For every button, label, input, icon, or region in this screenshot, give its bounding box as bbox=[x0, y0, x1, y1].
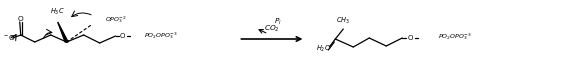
Text: $CO_2$: $CO_2$ bbox=[263, 24, 279, 34]
Text: $^-$O: $^-$O bbox=[2, 34, 16, 43]
Polygon shape bbox=[57, 22, 68, 42]
Text: $PO_2OPO_3^{-3}$: $PO_2OPO_3^{-3}$ bbox=[144, 31, 177, 41]
Text: O: O bbox=[18, 16, 24, 22]
Text: $OPO_3^{-2}$: $OPO_3^{-2}$ bbox=[105, 15, 127, 25]
Text: O: O bbox=[408, 35, 413, 41]
Text: $CH_3$: $CH_3$ bbox=[336, 16, 350, 26]
Text: $PO_2OPO_3^{-3}$: $PO_2OPO_3^{-3}$ bbox=[439, 32, 472, 42]
Text: $H_3C$: $H_3C$ bbox=[50, 7, 65, 17]
Text: O: O bbox=[120, 33, 126, 39]
Text: $H_2C$: $H_2C$ bbox=[316, 44, 330, 54]
Text: $P_i$: $P_i$ bbox=[274, 17, 282, 27]
